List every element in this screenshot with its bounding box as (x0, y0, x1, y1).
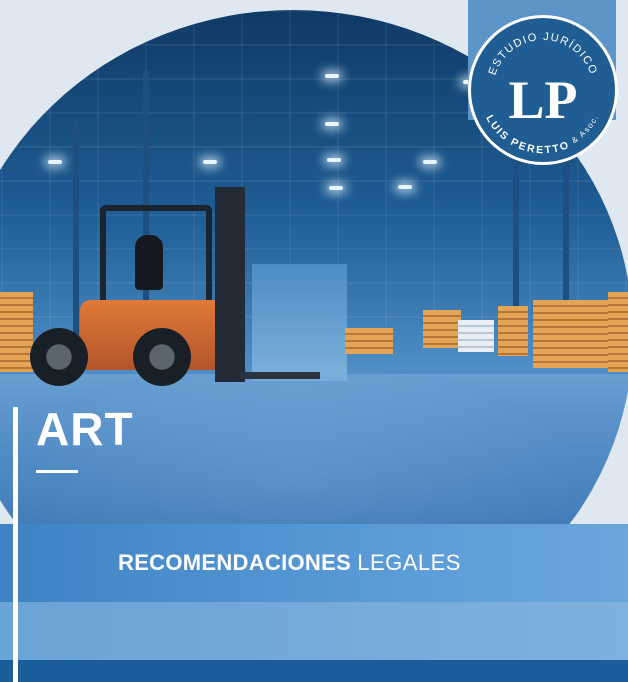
pallet-stack (0, 292, 33, 372)
pallet-stack (498, 306, 528, 356)
page-subtitle: RECOMENDACIONES LEGALES (118, 550, 461, 576)
ceiling-light (48, 160, 62, 164)
pallet-stack (608, 292, 628, 372)
pallet-stack (458, 320, 494, 352)
ceiling-light (327, 158, 341, 162)
bottom-band (0, 660, 628, 682)
title-underline (36, 470, 78, 473)
ceiling-light (325, 74, 339, 78)
subtitle-regular: LEGALES (357, 550, 461, 575)
logo-seal: ESTUDIO JURÍDICO LP LUIS PERETTO & Asoc. (483, 31, 599, 156)
ceiling-light (423, 160, 437, 164)
page-title: ART (36, 403, 134, 455)
warehouse-column (143, 70, 149, 370)
forklift-driver (135, 235, 163, 290)
pallet-stack (423, 310, 461, 348)
subtitle-band (0, 524, 628, 602)
pallet-stack (533, 300, 608, 368)
accent-bar (13, 407, 18, 682)
warehouse-column (73, 120, 79, 370)
forklift-mast (215, 187, 245, 382)
ceiling-light (203, 160, 217, 164)
forklift-cab (100, 205, 212, 311)
pallet-stack (345, 328, 393, 354)
forklift-wheel (30, 328, 88, 386)
ceiling-light (329, 186, 343, 190)
ceiling-light (325, 122, 339, 126)
forklift-fork (240, 372, 320, 379)
warehouse-column (563, 160, 569, 350)
firm-logo: ESTUDIO JURÍDICO LP LUIS PERETTO & Asoc. (468, 15, 618, 165)
logo-monogram: LP (508, 70, 577, 130)
ceiling-light (398, 185, 412, 189)
forklift-wheel (133, 328, 191, 386)
light-band (0, 602, 628, 660)
subtitle-bold: RECOMENDACIONES (118, 550, 352, 575)
warehouse-back-wall (252, 263, 348, 381)
warehouse-column (513, 160, 519, 340)
